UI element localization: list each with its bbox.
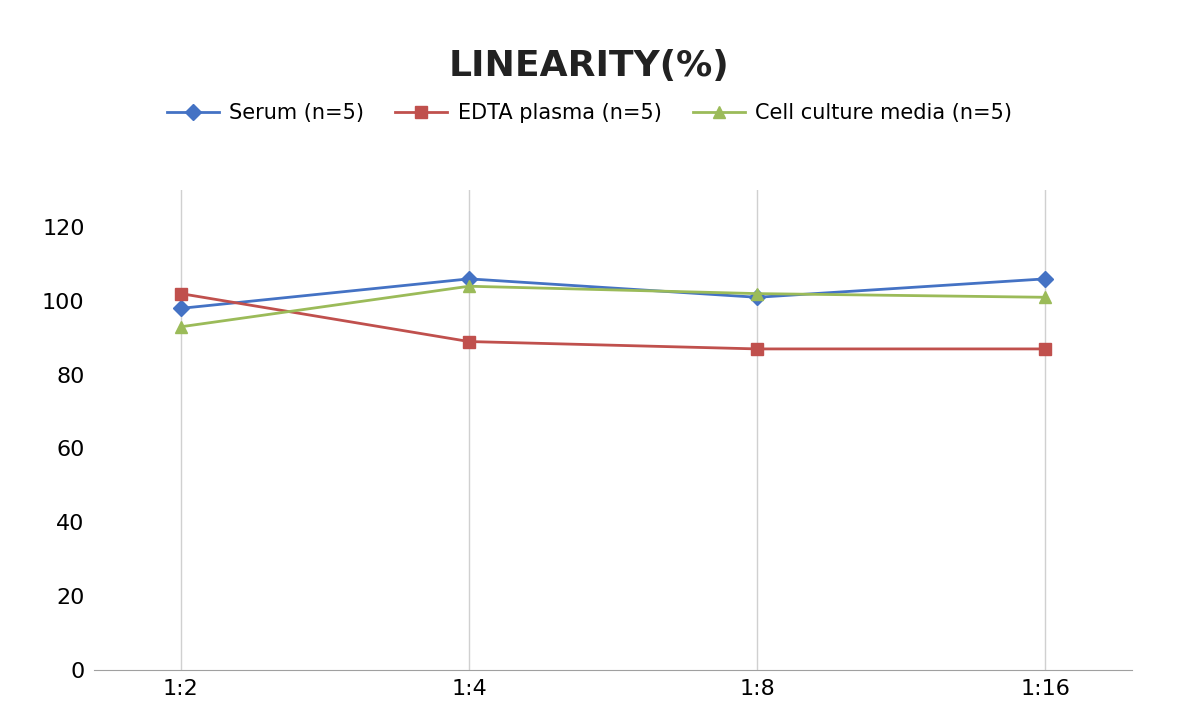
- Serum (n=5): [750, 293, 764, 302]
- Text: LINEARITY(%): LINEARITY(%): [449, 49, 730, 83]
- EDTA plasma (n=5): [462, 337, 476, 345]
- Cell culture media (n=5): [750, 289, 764, 298]
- Serum (n=5): [462, 275, 476, 283]
- Cell culture media (n=5): [1039, 293, 1053, 302]
- EDTA plasma (n=5): [1039, 345, 1053, 353]
- EDTA plasma (n=5): [173, 289, 187, 298]
- Line: EDTA plasma (n=5): EDTA plasma (n=5): [176, 288, 1050, 355]
- Line: Serum (n=5): Serum (n=5): [176, 274, 1050, 314]
- Serum (n=5): [1039, 275, 1053, 283]
- Cell culture media (n=5): [173, 323, 187, 331]
- Legend: Serum (n=5), EDTA plasma (n=5), Cell culture media (n=5): Serum (n=5), EDTA plasma (n=5), Cell cul…: [158, 95, 1021, 132]
- EDTA plasma (n=5): [750, 345, 764, 353]
- Serum (n=5): [173, 304, 187, 312]
- Cell culture media (n=5): [462, 282, 476, 290]
- Line: Cell culture media (n=5): Cell culture media (n=5): [176, 281, 1050, 332]
